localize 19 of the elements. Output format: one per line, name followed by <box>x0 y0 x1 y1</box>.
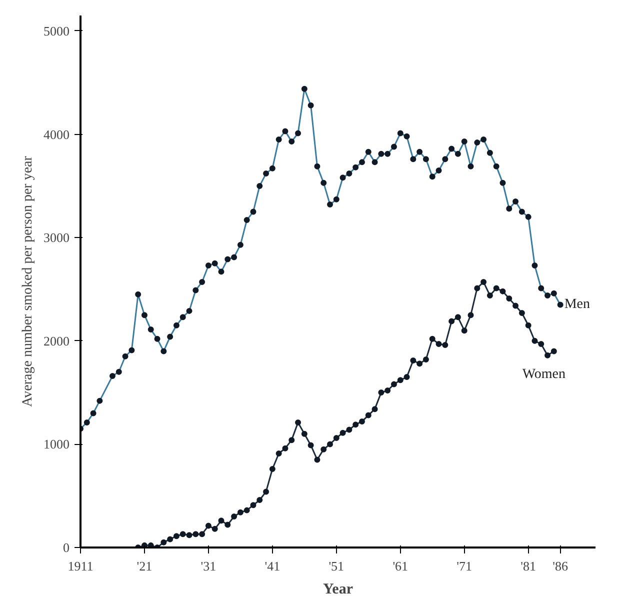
y-tick-label: 5000 <box>44 23 70 38</box>
y-tick-label: 2000 <box>44 333 70 348</box>
x-axis-title: Year <box>323 582 354 598</box>
x-tick-label: '31 <box>200 558 216 574</box>
series-label: Men <box>564 297 590 312</box>
y-tick-label: 0 <box>63 540 70 555</box>
y-tick-label: 3000 <box>44 230 70 246</box>
x-tick-label: '41 <box>264 558 280 574</box>
y-axis-title: Average number smoked per person per year <box>20 156 36 407</box>
y-tick-label: 1000 <box>44 436 70 452</box>
series-label: Women <box>522 367 566 382</box>
x-tick-label: '71 <box>456 558 472 574</box>
x-tick-label: '61 <box>392 558 408 574</box>
x-tick-label: '81 <box>520 558 536 574</box>
x-tick-label: '86 <box>552 558 568 574</box>
x-tick-label: '21 <box>136 558 152 574</box>
x-tick-label: '51 <box>328 558 344 574</box>
y-tick-label: 4000 <box>44 126 70 142</box>
x-tick-label: 1911 <box>68 558 94 574</box>
